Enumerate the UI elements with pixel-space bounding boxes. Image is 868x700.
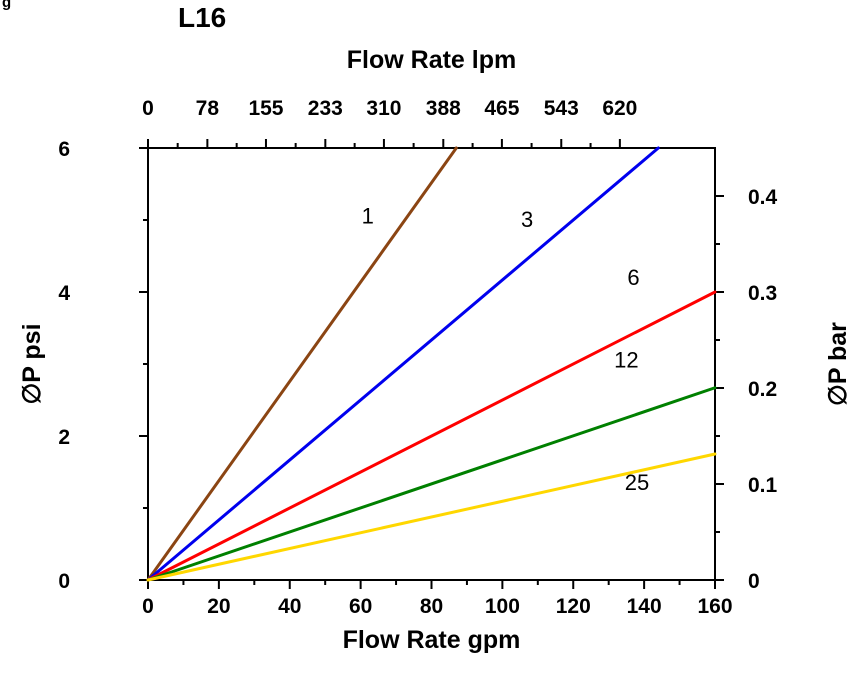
chart-title: L16 — [178, 2, 227, 33]
series-line-25 — [146, 452, 717, 582]
right-axis-tick-label: 0.1 — [748, 474, 778, 497]
series-label-12: 12 — [614, 348, 638, 373]
left-axis-tick-label: 0 — [58, 570, 70, 593]
right-axis-tick-label: 0 — [748, 570, 760, 593]
series-label-3: 3 — [521, 207, 533, 232]
corner-text-fragment: g — [2, 0, 12, 11]
top-axis-tick-label: 388 — [426, 97, 461, 120]
bottom-axis-tick-label: 60 — [349, 595, 372, 618]
top-axis-tick-label: 465 — [484, 97, 519, 120]
series-label-6: 6 — [627, 265, 639, 290]
bottom-axis-tick-label: 160 — [697, 595, 732, 618]
series-label-25: 25 — [625, 470, 649, 495]
bottom-axis-tick-label: 100 — [485, 595, 520, 618]
left-axis-tick-label: 2 — [58, 426, 70, 449]
top-axis-tick-label: 0 — [142, 97, 154, 120]
right-axis-tick-label: 0.3 — [748, 282, 777, 305]
bottom-axis-tick-label: 80 — [420, 595, 443, 618]
top-axis-tick-label: 310 — [366, 97, 401, 120]
right-axis-tick-label: 0.4 — [748, 186, 778, 209]
right-axis-tick-label: 0.2 — [748, 378, 777, 401]
top-axis-tick-label: 620 — [602, 97, 637, 120]
top-axis-tick-label: 78 — [196, 97, 220, 120]
left-axis-tick-label: 6 — [58, 138, 70, 161]
series-line-1 — [146, 146, 458, 582]
bottom-axis-tick-label: 0 — [142, 595, 154, 618]
bottom-axis-title: Flow Rate gpm — [342, 626, 521, 654]
left-axis-tick-label: 4 — [58, 282, 70, 305]
bottom-axis-tick-label: 120 — [556, 595, 591, 618]
series-label-1: 1 — [362, 204, 374, 229]
series-line-12 — [146, 386, 717, 582]
bottom-axis-tick-label: 140 — [627, 595, 662, 618]
top-axis-tick-label: 233 — [308, 97, 343, 120]
top-axis-tick-label: 543 — [544, 97, 579, 120]
bottom-axis-tick-label: 20 — [207, 595, 230, 618]
series-line-3 — [146, 146, 660, 582]
top-axis-title: Flow Rate lpm — [346, 46, 517, 74]
bottom-axis-tick-label: 40 — [278, 595, 301, 618]
top-axis-tick-label: 155 — [248, 97, 283, 120]
series-line-6 — [146, 290, 717, 582]
